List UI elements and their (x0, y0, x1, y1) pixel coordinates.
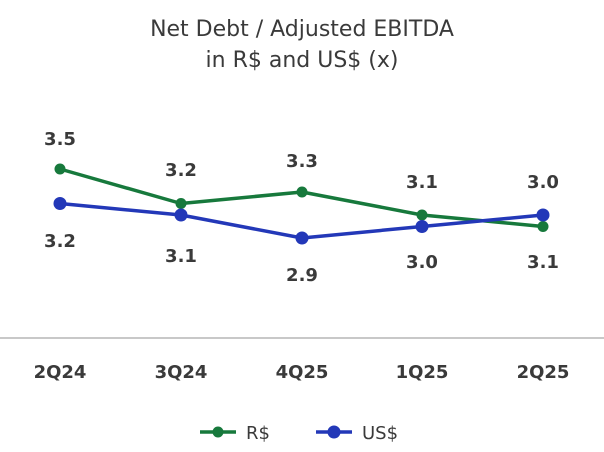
data-point-brl (537, 221, 549, 232)
data-point-brl (296, 186, 308, 198)
data-point-usd (174, 208, 188, 222)
data-label-brl: 3.1 (406, 172, 438, 193)
legend-marker-usd (327, 425, 341, 439)
x-tick-label: 2Q25 (517, 362, 570, 383)
chart-title: Net Debt / Adjusted EBITDA (150, 17, 454, 42)
legend-label-brl: R$ (246, 423, 270, 444)
data-label-brl: 3.3 (286, 151, 318, 172)
legend-label-usd: US$ (362, 423, 398, 444)
data-point-usd (53, 197, 67, 210)
data-label-usd: 2.9 (286, 265, 318, 286)
x-tick-label: 4Q25 (276, 362, 329, 383)
data-label-usd: 3.0 (406, 252, 438, 273)
data-label-brl: 3.2 (165, 160, 197, 181)
data-point-brl (175, 198, 187, 209)
series-line-brl (59, 167, 544, 229)
chart-subtitle: in R$ and US$ (x) (205, 48, 399, 73)
data-point-usd (295, 231, 309, 245)
data-point-brl (416, 209, 428, 221)
data-label-brl: 3.5 (44, 129, 76, 150)
data-point-brl (54, 163, 66, 175)
data-label-usd: 3.1 (165, 246, 197, 267)
x-tick-label: 1Q25 (396, 362, 449, 383)
data-point-usd (536, 208, 550, 222)
data-point-usd (415, 220, 429, 233)
data-label-usd: 3.2 (44, 231, 76, 252)
data-label-usd: 3.1 (527, 252, 559, 273)
data-label-brl: 3.0 (527, 172, 559, 193)
x-tick-label: 3Q24 (155, 362, 208, 383)
x-tick-label: 2Q24 (34, 362, 87, 383)
legend-marker-brl (212, 426, 224, 438)
